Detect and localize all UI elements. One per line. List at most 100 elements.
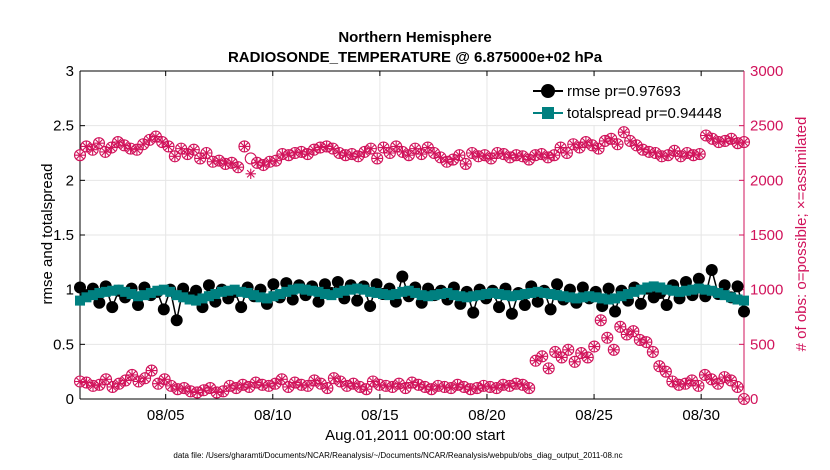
obs-assimilated-point [656,151,667,162]
obs-assimilated-point [232,162,244,173]
obs-assimilated-point [479,149,490,161]
obs-assimilated-point [403,149,415,161]
y-tick-label: 1.5 [53,227,74,244]
obs-assimilated-point [175,143,187,154]
obs-possible-point [223,379,236,392]
obs-possible-point [624,134,637,148]
obs-assimilated-point [441,156,452,167]
obs-possible-point [453,149,466,162]
obs-possible-point [275,373,288,386]
obs-assimilated-point [466,147,478,159]
obs-assimilated-point [146,365,157,376]
obs-possible-point [579,136,592,149]
obs-assimilated-point [422,142,434,153]
obs-assimilated-point [250,377,261,388]
obs-possible-point [92,137,106,150]
obs-possible-point [412,378,425,391]
obs-assimilated-point [106,142,117,153]
obs-possible-point [301,148,314,161]
obs-possible-point [523,382,536,395]
obs-assimilated-point [119,140,130,151]
obs-assimilated-point [719,135,731,147]
obs-possible-point [181,148,194,161]
obs-assimilated-point [397,146,408,158]
obs-assimilated-point [334,147,345,159]
obs-possible-point [158,373,171,386]
obs-possible-point [447,153,460,166]
obs-possible-point [230,382,243,395]
obs-possible-point [724,374,738,387]
obs-assimilated-point [694,148,705,160]
obs-assimilated-point [264,156,275,167]
y-tick-label: 0 [66,391,74,408]
obs-assimilated-point [100,374,112,385]
obs-assimilated-point [589,341,600,352]
y-right-tick-label: 2000 [750,172,783,189]
obs-assimilated-point [707,133,718,144]
obs-assimilated-point [276,374,288,385]
obs-assimilated-point [574,142,585,153]
obs-possible-point [118,139,131,152]
obs-possible-point [308,374,321,387]
obs-assimilated-point [413,379,424,390]
obs-assimilated-point [612,139,623,150]
obs-possible-point [630,139,643,152]
obs-assimilated-point [270,155,282,166]
obs-assimilated-point [302,148,313,160]
obs-assimilated-point [74,376,86,387]
obs-possible-point [132,375,145,388]
obs-possible-point [459,157,472,170]
obs-assimilated-point [188,144,200,155]
obs-possible-point [99,145,112,158]
obs-assimilated-point [582,352,593,363]
obs-assimilated-point [669,145,680,157]
obs-assimilated-point [87,380,99,392]
obs-possible-point [601,331,614,344]
obs-possible-point [541,151,555,164]
obs-possible-point [646,345,659,359]
obs-assimilated-point [296,379,307,390]
obs-possible-point [334,375,347,388]
obs-assimilated-point [218,386,229,397]
obs-assimilated-point [224,380,235,392]
obs-possible-point [700,129,713,142]
obs-assimilated-point [100,146,111,158]
obs-assimilated-point [650,147,661,159]
obs-assimilated-point [211,387,222,398]
obs-possible-point [698,368,711,381]
obs-possible-point [251,156,264,169]
obs-assimilated-point [365,143,377,154]
obs-assimilated-point [120,375,131,386]
y-tick-label: 3 [66,63,74,80]
obs-possible-point [257,158,270,172]
legend-label: totalspread pr=0.94448 [567,105,722,122]
obs-assimilated-point [328,373,340,384]
obs-assimilated-point [419,381,431,393]
obs-assimilated-point [374,379,385,390]
obs-assimilated-point [510,378,522,389]
obs-possible-point [594,314,607,327]
obs-possible-point [568,355,581,368]
obs-assimilated-point [131,144,143,155]
obs-assimilated-point [542,152,554,163]
obs-possible-point [555,351,568,364]
obs-assimilated-point [322,382,333,394]
obs-assimilated-point [530,355,541,366]
y-tick-label: 0.5 [53,336,74,353]
obs-assimilated-point [504,380,515,392]
obs-assimilated-point [675,151,686,162]
obs-possible-point [627,325,640,338]
obs-assimilated-point [491,382,502,394]
obs-assimilated-point [595,315,606,326]
obs-assimilated-point [667,376,678,387]
obs-possible-point [718,371,731,384]
obs-assimilated-point [296,146,307,158]
obs-possible-point [560,146,573,160]
obs-assimilated-point [654,361,665,372]
obs-assimilated-point [150,131,162,142]
obs-possible-point [156,136,169,149]
obs-assimilated-point [536,148,547,160]
obs-possible-point [598,134,611,148]
obs-possible-point [204,382,217,395]
obs-assimilated-point [621,329,633,340]
